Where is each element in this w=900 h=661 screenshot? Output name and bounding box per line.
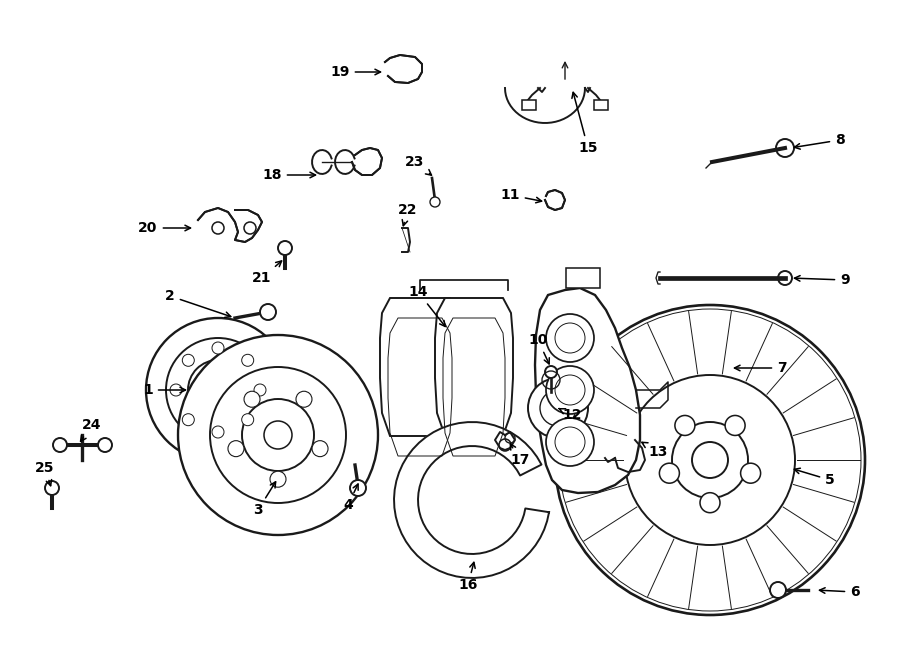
Circle shape	[170, 384, 182, 396]
Text: 15: 15	[572, 93, 598, 155]
Polygon shape	[198, 208, 262, 242]
Text: 10: 10	[528, 333, 549, 364]
Text: 16: 16	[458, 563, 478, 592]
Bar	[594, 100, 608, 110]
Text: 9: 9	[795, 273, 850, 287]
Circle shape	[692, 442, 728, 478]
Text: 25: 25	[35, 461, 55, 486]
Circle shape	[208, 380, 228, 400]
Circle shape	[499, 439, 511, 451]
Circle shape	[242, 354, 254, 366]
Circle shape	[278, 241, 292, 255]
Text: 11: 11	[500, 188, 542, 203]
Circle shape	[183, 414, 194, 426]
Circle shape	[540, 390, 576, 426]
Text: 12: 12	[559, 408, 581, 422]
Text: 13: 13	[642, 442, 668, 459]
Circle shape	[725, 416, 745, 436]
Circle shape	[212, 222, 224, 234]
Text: 2: 2	[165, 289, 230, 317]
Text: 14: 14	[409, 285, 446, 327]
Polygon shape	[545, 190, 565, 210]
Circle shape	[242, 414, 254, 426]
Text: 24: 24	[81, 418, 102, 442]
Circle shape	[146, 318, 290, 462]
Text: 5: 5	[795, 468, 835, 487]
Circle shape	[528, 378, 588, 438]
Circle shape	[430, 197, 440, 207]
Polygon shape	[535, 288, 640, 493]
Circle shape	[183, 354, 194, 366]
Circle shape	[212, 426, 224, 438]
Circle shape	[776, 139, 794, 157]
Circle shape	[242, 399, 314, 471]
Circle shape	[166, 338, 270, 442]
Circle shape	[210, 367, 346, 503]
Circle shape	[312, 441, 328, 457]
Circle shape	[660, 463, 680, 483]
Circle shape	[296, 391, 312, 407]
Circle shape	[98, 438, 112, 452]
Circle shape	[770, 582, 786, 598]
Text: 18: 18	[262, 168, 316, 182]
Polygon shape	[380, 298, 460, 436]
Circle shape	[53, 438, 67, 452]
Circle shape	[264, 421, 292, 449]
Polygon shape	[394, 422, 549, 578]
Circle shape	[260, 304, 276, 320]
Circle shape	[244, 391, 260, 407]
Text: 17: 17	[510, 444, 530, 467]
Polygon shape	[385, 55, 422, 83]
Circle shape	[700, 492, 720, 513]
Polygon shape	[352, 148, 382, 175]
Text: 23: 23	[405, 155, 431, 175]
Text: 21: 21	[252, 261, 282, 285]
Text: 22: 22	[398, 203, 418, 225]
Circle shape	[212, 342, 224, 354]
Circle shape	[672, 422, 748, 498]
Circle shape	[546, 366, 594, 414]
Circle shape	[675, 416, 695, 436]
Circle shape	[188, 360, 248, 420]
Polygon shape	[435, 298, 513, 436]
Text: 3: 3	[253, 482, 275, 517]
Circle shape	[45, 481, 59, 495]
Circle shape	[546, 418, 594, 466]
Text: 1: 1	[143, 383, 185, 397]
Circle shape	[228, 441, 244, 457]
Text: 19: 19	[330, 65, 381, 79]
Circle shape	[546, 314, 594, 362]
Polygon shape	[566, 268, 600, 288]
Circle shape	[350, 480, 366, 496]
Bar	[522, 100, 536, 110]
Text: 8: 8	[795, 133, 845, 149]
Circle shape	[741, 463, 760, 483]
Text: 20: 20	[139, 221, 191, 235]
Text: 6: 6	[820, 585, 859, 599]
Circle shape	[625, 375, 795, 545]
Circle shape	[778, 271, 792, 285]
Text: 7: 7	[734, 361, 787, 375]
Circle shape	[545, 366, 557, 378]
Circle shape	[555, 305, 865, 615]
Text: 4: 4	[343, 484, 358, 512]
Circle shape	[244, 222, 256, 234]
Circle shape	[178, 335, 378, 535]
Circle shape	[254, 384, 266, 396]
Circle shape	[270, 471, 286, 487]
